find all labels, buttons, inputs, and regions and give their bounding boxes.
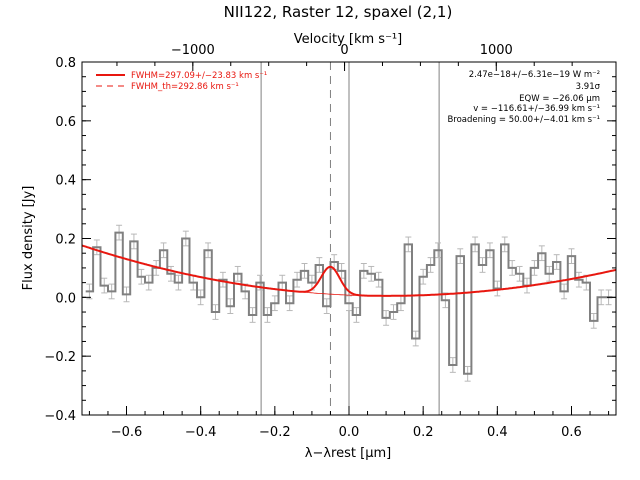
fit-layer [81,244,617,297]
spectrum-layer [85,231,613,375]
top-tick-label: 1000 [480,43,513,58]
x-tick-label: −0.4 [185,425,217,440]
top-axis-label: Velocity [km s⁻¹] [294,32,402,47]
y-axis-label: Flux density [Jy] [21,186,36,291]
y-tick-label: −0.4 [44,409,76,424]
x-tick-label: 0.2 [413,425,434,440]
annotation-eqw: EQW = −26.06 μm [519,94,600,104]
annotation-velocity: v = −116.61+/−36.99 km s⁻¹ [473,104,600,114]
annotation-broadening: Broadening = 50.00+/−4.01 km s⁻¹ [447,115,600,125]
top-tick-label: −1000 [171,43,215,58]
annotation-line-flux: 2.47e−18+/−6.31e−19 W m⁻² [469,70,600,80]
fit-curve [81,244,617,297]
legend-fwhm-th-label: FWHM_th=292.86 km s⁻¹ [131,82,239,92]
y-tick-label: 0.0 [55,291,76,306]
y-tick-label: 0.8 [55,56,76,71]
y-tick-label: 0.2 [55,233,76,248]
x-axis-label: λ−λrest [μm] [305,446,391,461]
reference-lines [260,62,440,415]
x-tick-label: 0.4 [487,425,508,440]
ticks: −0.6 −0.4 −0.2 0.0 0.2 0.4 0.6 −0.4 −0.2 0.0 0.2 0.… [44,43,616,440]
top-tick-label: 0 [340,43,348,58]
legend: FWHM=297.09+/−23.83 km s⁻¹ FWHM_th=292.8… [96,71,267,92]
spectrum-histogram [85,231,613,375]
x-tick-label: 0.0 [339,425,360,440]
x-tick-label: −0.2 [259,425,291,440]
legend-fit-label: FWHM=297.09+/−23.83 km s⁻¹ [131,71,267,81]
annotation-significance: 3.91σ [576,82,601,92]
x-tick-label: −0.6 [111,425,143,440]
x-tick-label: 0.6 [561,425,582,440]
chart-title: NII122, Raster 12, spaxel (2,1) [224,3,453,21]
y-tick-label: −0.2 [44,350,76,365]
fit-annotations: 2.47e−18+/−6.31e−19 W m⁻² 3.91σ EQW = −2… [447,70,600,125]
y-tick-label: 0.4 [55,174,76,189]
y-tick-label: 0.6 [55,115,76,130]
